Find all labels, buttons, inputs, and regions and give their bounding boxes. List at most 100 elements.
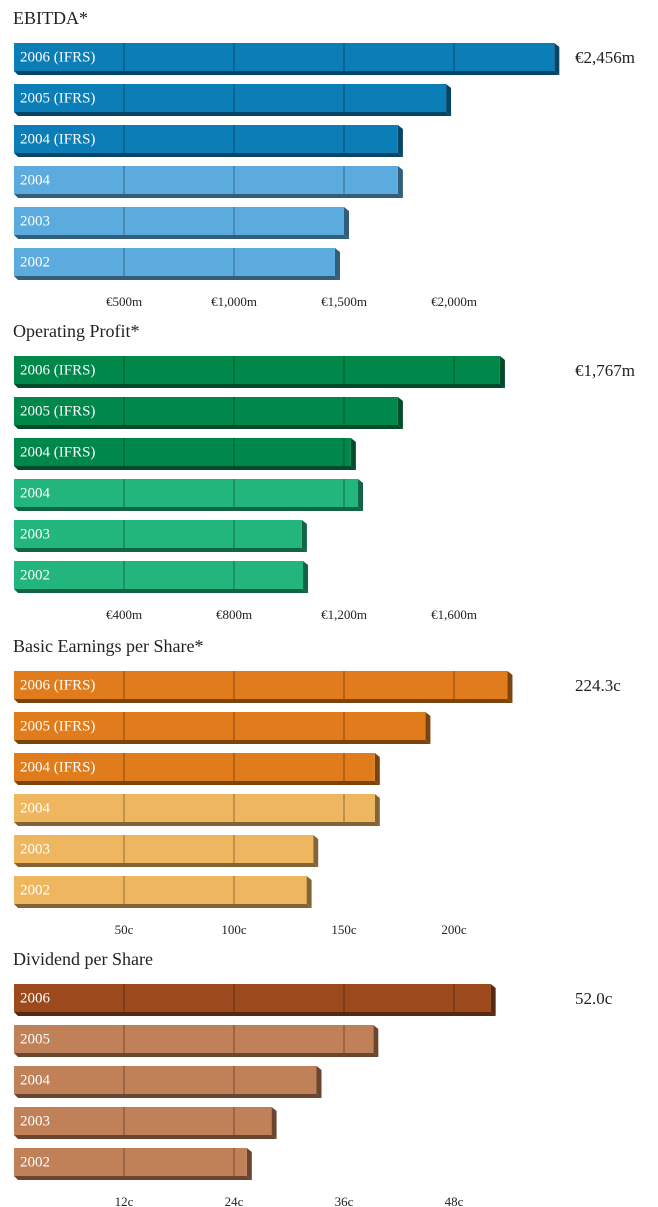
bar-shade [14,822,380,826]
chart-title: Basic Earnings per Share* [13,636,203,656]
bar-shade [313,835,319,867]
bar [14,248,335,276]
x-tick-label: 36c [335,1194,354,1207]
bar-shade [14,589,309,593]
category-label: 2003 [20,213,50,229]
bar [14,1025,374,1053]
category-label: 2004 (IFRS) [20,759,95,775]
bar-shade [554,43,560,75]
bar-shade [14,194,403,198]
bar [14,876,307,904]
bar-shade [14,904,312,908]
category-label: 2004 [20,1072,51,1088]
value-label: 52.0c [575,989,613,1008]
category-label: 2006 [20,990,51,1006]
bar-shade [301,520,307,552]
category-label: 2005 [20,1031,50,1047]
category-label: 2005 (IFRS) [20,718,95,734]
x-tick-label: €1,500m [321,294,367,309]
bar-shade [425,712,431,744]
bar [14,166,398,194]
bar-shade [373,1025,379,1057]
bar [14,397,398,425]
category-label: 2002 [20,567,50,583]
x-tick-label: 12c [115,1194,134,1207]
bar-shade [14,235,349,239]
category-label: 2004 [20,485,51,501]
bar [14,438,351,466]
bar [14,712,426,740]
bar [14,1107,272,1135]
value-label: 224.3c [575,676,621,695]
bar-shade [374,794,380,826]
bar-shade [14,699,513,703]
bar-shade [14,153,403,157]
bar [14,1066,317,1094]
category-label: 2005 (IFRS) [20,90,95,106]
bar-shade [507,671,513,703]
bar [14,520,302,548]
category-label: 2003 [20,526,50,542]
bar-shade [350,438,356,470]
x-tick-label: €400m [106,607,142,622]
bar [14,984,491,1012]
bar [14,753,375,781]
bar-shade [14,1053,379,1057]
category-label: 2004 (IFRS) [20,131,95,147]
bar-shade [14,740,431,744]
bar-shade [303,561,309,593]
bar-shade [316,1066,322,1098]
bar-shade [14,71,560,75]
bar-shade [14,384,505,388]
bar [14,84,447,112]
bar-shade [14,863,319,867]
bar-shade [14,466,356,470]
bar-shade [271,1107,277,1139]
bar-shade [446,84,452,116]
bar-shade [358,479,364,511]
bar-shade [14,425,403,429]
x-tick-label: 50c [115,922,134,937]
bar-shade [490,984,496,1016]
bar [14,356,500,384]
category-label: 2006 (IFRS) [20,677,95,693]
bar-shade [397,166,403,198]
category-label: 2005 (IFRS) [20,403,95,419]
bar-shade [334,248,340,280]
value-label: €2,456m [575,48,635,67]
category-label: 2006 (IFRS) [20,362,95,378]
bar-shade [344,207,349,239]
category-label: 2004 [20,800,51,816]
bar [14,671,508,699]
bar-shade [374,753,380,785]
chart-title: Dividend per Share [13,949,153,969]
bar [14,207,344,235]
category-label: 2002 [20,254,50,270]
bar [14,479,359,507]
chart-title: Operating Profit* [13,321,139,341]
bar-shade [14,781,380,785]
bar [14,125,398,153]
x-tick-label: €1,200m [321,607,367,622]
chart-title: EBITDA* [13,8,88,28]
bar-shade [499,356,505,388]
x-tick-label: €1,600m [431,607,477,622]
bar-shade [14,1135,277,1139]
category-label: 2003 [20,841,50,857]
category-label: 2002 [20,1154,50,1170]
bar-shade [14,1176,252,1180]
bar-shade [246,1148,252,1180]
x-tick-label: 48c [445,1194,464,1207]
bar [14,561,304,589]
x-tick-label: €2,000m [431,294,477,309]
bar-shade [306,876,312,908]
bar-shade [397,125,403,157]
category-label: 2004 (IFRS) [20,444,95,460]
x-tick-label: €1,000m [211,294,257,309]
x-tick-label: 150c [331,922,357,937]
x-tick-label: 100c [221,922,247,937]
bar [14,835,314,863]
bar-shade [397,397,403,429]
category-label: 2006 (IFRS) [20,49,95,65]
